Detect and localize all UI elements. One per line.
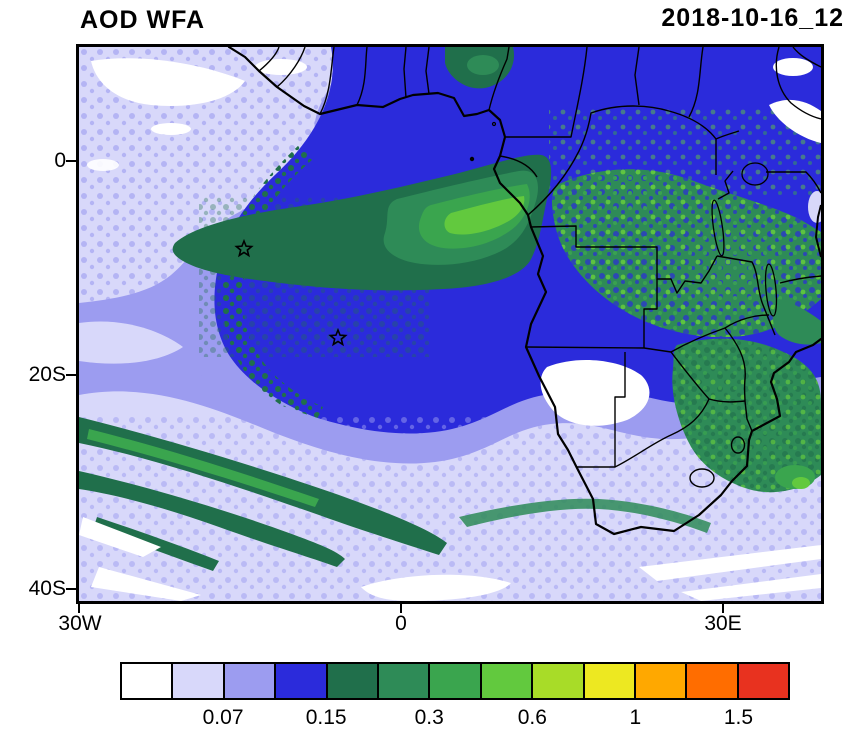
field-clear-botswana (540, 360, 650, 426)
colorbar-cell (173, 664, 225, 698)
colorbar-cell (276, 664, 328, 698)
field-high-aod-nigeria-core (467, 55, 499, 75)
colorbar-cell (481, 664, 534, 698)
field-clear-sw2 (91, 567, 201, 601)
field-clear-bottom (361, 574, 511, 601)
field-speckle-congo (549, 107, 821, 197)
x-tick-mark (722, 603, 724, 613)
field-low-aod-west-wedge (79, 321, 183, 364)
field-green-kzn-core (792, 477, 810, 489)
aod-field-map (79, 47, 821, 601)
y-tick-mark (66, 160, 76, 162)
x-axis-label-30e: 30E (704, 612, 742, 635)
field-clear-sw1 (79, 517, 161, 557)
island-sao-tome (469, 156, 475, 162)
field-clear-se1 (639, 545, 821, 581)
star-marker-1 (234, 238, 254, 258)
country-borders (258, 47, 821, 488)
field-green-mozambique (773, 299, 821, 345)
x-tick-mark (78, 603, 80, 613)
field-clear-nw (91, 58, 245, 106)
colorbar-cell (327, 664, 379, 698)
x-axis-label-30w: 30W (58, 612, 102, 635)
star-marker-2 (328, 327, 348, 347)
east-coast-sliver (814, 204, 821, 258)
colorbar-labels: 0.07 0.15 0.3 0.6 1 1.5 (120, 706, 790, 734)
figure-timestamp: 2018-10-16_12 (661, 4, 844, 32)
x-tick-mark (400, 603, 402, 613)
colorbar-tick-label: 0.15 (305, 706, 347, 729)
colorbar-cell (533, 664, 585, 698)
colorbar-cell (378, 664, 431, 698)
field-clear-west (87, 159, 119, 171)
colorbar-cell (224, 664, 277, 698)
field-streak-south (459, 498, 711, 533)
lake-malawi (764, 263, 778, 317)
colorbar (120, 662, 790, 700)
lake-victoria (741, 162, 769, 186)
field-clear-ne1 (773, 58, 813, 76)
colorbar-cell (584, 664, 636, 698)
field-clear-ne2 (769, 99, 821, 143)
border-lesotho (689, 468, 715, 488)
colorbar-tick-label: 0.07 (202, 706, 244, 729)
border-eswatini (730, 436, 746, 454)
field-clear-se2 (681, 574, 821, 601)
colorbar-tick-label: 0.3 (414, 706, 444, 729)
y-axis-label-40s: 40S (28, 577, 66, 600)
y-tick-mark (66, 588, 76, 590)
field-clear-nw3 (151, 123, 191, 135)
lakes (711, 162, 778, 317)
y-axis-label-equator: 0 (54, 149, 66, 172)
field-streak-3 (93, 517, 219, 571)
figure-title: AOD WFA (80, 6, 206, 34)
aod-field-layers (79, 47, 821, 601)
colorbar-cell (430, 664, 482, 698)
y-axis-label-20s: 20S (28, 363, 66, 386)
island-bioko (491, 121, 497, 127)
colorbar-cell (122, 664, 174, 698)
field-streak-2 (79, 471, 345, 567)
x-axis-label-0: 0 (395, 612, 407, 635)
lake-tanganyika (711, 199, 725, 257)
field-streak-1-core (87, 429, 319, 507)
colorbar-cell (635, 664, 688, 698)
colorbar-cell (738, 664, 789, 698)
colorbar-tick-label: 1 (629, 706, 642, 729)
map-frame (76, 44, 824, 604)
y-tick-mark (66, 374, 76, 376)
colorbar-cell (687, 664, 739, 698)
colorbar-tick-label: 0.6 (517, 706, 547, 729)
colorbar-tick-label: 1.5 (723, 706, 754, 729)
field-plume-core (444, 196, 525, 235)
